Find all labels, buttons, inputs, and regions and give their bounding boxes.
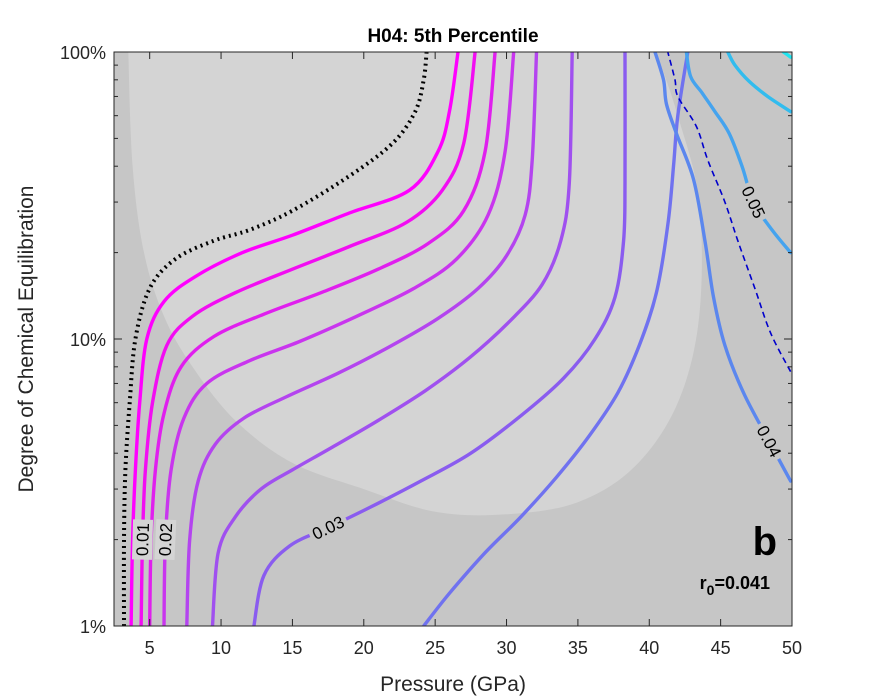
contour-0.01-b bbox=[139, 52, 477, 626]
x-tick-label: 35 bbox=[568, 638, 588, 658]
contour-label-text: 0.01 bbox=[133, 523, 153, 557]
plot-area bbox=[114, 52, 792, 626]
contour-0.03-b bbox=[252, 52, 627, 626]
y-tick-label: 100% bbox=[60, 43, 106, 63]
r0-subscript: 0 bbox=[707, 582, 715, 598]
x-tick-label: 15 bbox=[282, 638, 302, 658]
y-axis-ticks: 1% 10% 100% bbox=[60, 43, 792, 637]
contour-0.05-a bbox=[684, 52, 792, 255]
y-tick-label: 10% bbox=[70, 330, 106, 350]
contour-label-bg bbox=[154, 519, 177, 561]
contour-0.02-c bbox=[185, 52, 539, 626]
contour-0.02-b bbox=[162, 52, 516, 626]
panel-letter: b bbox=[753, 520, 777, 564]
contour-label-0.02: 0.02 bbox=[154, 519, 177, 561]
contour-0.03-c bbox=[422, 52, 690, 626]
contour-label-bg bbox=[750, 418, 788, 464]
chart-title: H04: 5th Percentile bbox=[367, 26, 538, 47]
x-tick-label: 5 bbox=[145, 638, 155, 658]
y-axis-label: Degree of Chemical Equilibration bbox=[15, 186, 38, 493]
contour-label-0.01: 0.01 bbox=[131, 519, 154, 560]
contour-label-bg bbox=[735, 179, 772, 225]
contour-label-bg bbox=[305, 510, 351, 546]
r0-annotation: r0=0.041 bbox=[700, 573, 770, 598]
x-tick-label: 10 bbox=[211, 638, 231, 658]
contour-label-text: 0.02 bbox=[156, 523, 176, 557]
x-tick-label: 40 bbox=[639, 638, 659, 658]
x-axis-label: Pressure (GPa) bbox=[380, 673, 526, 696]
contour-0.04-a bbox=[653, 52, 792, 483]
contour-0.03-a bbox=[210, 52, 574, 626]
inner-region bbox=[128, 52, 702, 516]
contour-0.02-a bbox=[148, 52, 497, 626]
contour-0.01-a bbox=[129, 52, 460, 626]
r0-prefix: r bbox=[700, 573, 707, 593]
contour-0.04-dashed bbox=[667, 52, 792, 372]
x-tick-label: 45 bbox=[711, 638, 731, 658]
contour-lines bbox=[121, 52, 792, 626]
r0-suffix: =0.041 bbox=[714, 573, 770, 593]
contour-label-bg bbox=[131, 519, 154, 560]
x-tick-label: 20 bbox=[354, 638, 374, 658]
contour-0.05-b bbox=[726, 52, 792, 114]
x-tick-label: 25 bbox=[425, 638, 445, 658]
x-tick-label: 30 bbox=[497, 638, 517, 658]
x-tick-label: 50 bbox=[782, 638, 802, 658]
x-axis-ticks: 5 10 15 20 25 30 35 40 45 50 bbox=[145, 52, 802, 658]
y-tick-label: 1% bbox=[80, 617, 106, 637]
